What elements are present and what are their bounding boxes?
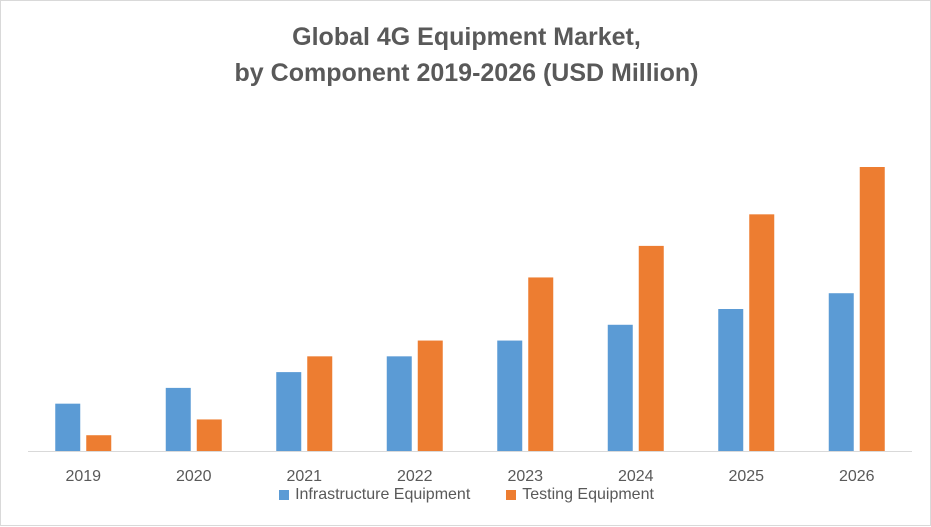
x-tick-label-2026: 2026 [839, 468, 875, 485]
bar-testing-2019 [86, 435, 112, 451]
x-tick-label-2024: 2024 [618, 468, 654, 485]
bar-testing-2024 [638, 245, 664, 451]
bar-infrastructure-2025 [718, 309, 744, 451]
bar-infrastructure-2023 [497, 340, 523, 451]
bar-infrastructure-2019 [55, 403, 81, 451]
bar-infrastructure-2024 [607, 324, 633, 451]
legend-label-testing: Testing Equipment [522, 486, 654, 503]
bar-testing-2026 [859, 167, 885, 451]
legend-swatch-infrastructure [279, 490, 290, 500]
bar-testing-2022 [417, 340, 443, 451]
x-tick-label-2023: 2023 [507, 468, 543, 485]
x-tick-label-2019: 2019 [65, 468, 101, 485]
chart-title-line2: by Component 2019-2026 (USD Million) [234, 59, 699, 87]
legend-label-infrastructure: Infrastructure Equipment [295, 486, 471, 503]
legend-item-infrastructure: Infrastructure Equipment [279, 486, 470, 504]
bar-testing-2023 [528, 277, 554, 451]
x-tick-label-2022: 2022 [397, 468, 433, 485]
bar-infrastructure-2020 [165, 387, 191, 451]
bar-infrastructure-2021 [276, 372, 302, 451]
x-tick-label-2021: 2021 [286, 468, 322, 485]
bar-testing-2021 [307, 356, 333, 451]
bar-infrastructure-2022 [386, 356, 412, 451]
chart-title-line1: Global 4G Equipment Market, [292, 23, 641, 51]
legend-swatch-testing [506, 490, 517, 500]
bar-testing-2025 [749, 214, 775, 451]
bar-infrastructure-2026 [828, 293, 854, 451]
x-tick-label-2020: 2020 [176, 468, 212, 485]
legend-item-testing: Testing Equipment [506, 486, 654, 504]
chart-legend: Infrastructure Equipment Testing Equipme… [1, 486, 931, 504]
x-tick-label-2025: 2025 [728, 468, 764, 485]
chart-title: Global 4G Equipment Market, by Component… [1, 19, 931, 91]
bar-testing-2020 [196, 419, 222, 451]
